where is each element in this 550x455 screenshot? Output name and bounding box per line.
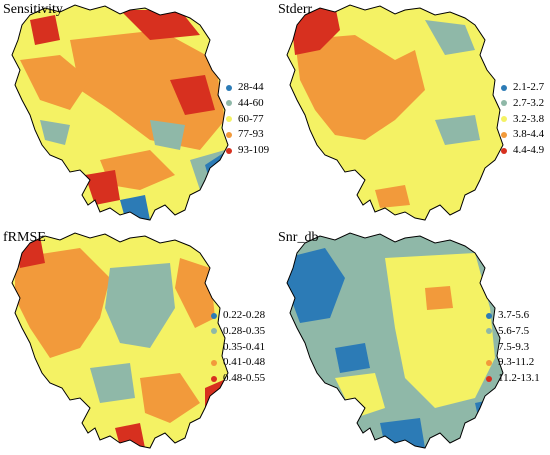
legend-item: 2.7-3.2 [500,96,544,112]
legend-item: 3.2-3.8 [500,112,544,128]
legend-swatch [501,147,507,154]
legend-item: 0.35-0.41 [210,340,265,356]
snr-db-map [286,232,504,449]
legend-label: 2.7-3.2 [513,96,545,109]
legend-label: 11.2-13.1 [498,372,540,385]
legend-swatch [486,328,492,335]
legend-label: 0.41-0.48 [223,356,266,369]
legend-item: 44-60 [225,96,269,112]
sensitivity-title: Sensitivity [3,2,63,17]
legend-swatch [211,359,217,366]
legend-swatch [501,131,507,138]
legend-label: 93-109 [238,144,270,157]
legend-swatch [486,344,492,351]
legend-item: 11.2-13.1 [485,371,540,387]
legend-swatch [211,312,217,319]
legend-item: 0.22-0.28 [210,308,265,324]
legend-label: 5.6-7.5 [498,324,530,337]
legend-swatch [501,100,507,107]
legend-item: 28-44 [225,80,269,96]
legend-label: 0.22-0.28 [223,309,266,321]
legend-item: 77-93 [225,127,269,143]
frmse-title: fRMSE [3,230,46,245]
legend-swatch [211,328,217,335]
legend-item: 7.5-9.3 [485,340,540,356]
sensitivity-legend: 28-44 44-60 60-77 77-93 93-109 [225,80,269,159]
legend-item: 3.8-4.4 [500,127,544,143]
legend-label: 28-44 [238,81,264,93]
snr-db-legend: 3.7-5.6 5.6-7.5 7.5-9.3 9.3-11.2 11.2-13… [485,308,540,387]
legend-label: 3.2-3.8 [513,112,545,125]
legend-item: 4.4-4.9 [500,143,544,159]
legend-label: 60-77 [238,112,264,125]
legend-label: 3.8-4.4 [513,128,545,141]
legend-swatch [501,116,507,123]
stderr-map [286,4,504,221]
stderr-title: Stderr [278,2,313,17]
legend-label: 0.48-0.55 [223,372,266,385]
legend-label: 77-93 [238,128,264,141]
sensitivity-map [11,4,229,221]
legend-swatch [226,84,232,91]
legend-label: 2.1-2.7 [513,81,545,93]
legend-swatch [211,375,217,382]
legend-label: 0.28-0.35 [223,324,266,337]
sensitivity-panel: Sensitivity 28-44 44-60 60-77 77-93 93-1… [0,0,275,227]
snr-db-panel: Snr_db 3.7-5.6 5.6-7.5 7.5-9.3 9.3-11.2 … [275,228,550,455]
legend-item: 0.28-0.35 [210,324,265,340]
legend-swatch [486,375,492,382]
stderr-panel: Stderr 2.1-2.7 2.7-3.2 3.2-3.8 3.8-4.4 4… [275,0,550,227]
legend-label: 0.35-0.41 [223,340,266,353]
stderr-legend: 2.1-2.7 2.7-3.2 3.2-3.8 3.8-4.4 4.4-4.9 [500,80,544,159]
legend-item: 9.3-11.2 [485,355,540,371]
frmse-legend: 0.22-0.28 0.28-0.35 0.35-0.41 0.41-0.48 … [210,308,265,387]
legend-swatch [486,359,492,366]
legend-item: 2.1-2.7 [500,80,544,96]
legend-swatch [501,84,507,91]
legend-swatch [486,312,492,319]
legend-item: 93-109 [225,143,269,159]
legend-swatch [226,116,232,123]
legend-item: 5.6-7.5 [485,324,540,340]
legend-label: 9.3-11.2 [498,356,535,369]
legend-swatch [226,100,232,107]
frmse-panel: fRMSE 0.22-0.28 0.28-0.35 0.35-0.41 0.41… [0,228,275,455]
legend-label: 7.5-9.3 [498,340,530,353]
legend-label: 4.4-4.9 [513,144,545,157]
legend-swatch [226,131,232,138]
legend-item: 0.41-0.48 [210,355,265,371]
legend-item: 3.7-5.6 [485,308,540,324]
legend-swatch [226,147,232,154]
legend-swatch [211,344,217,351]
snr-db-title: Snr_db [278,230,319,245]
legend-item: 60-77 [225,112,269,128]
legend-label: 3.7-5.6 [498,309,530,321]
legend-item: 0.48-0.55 [210,371,265,387]
frmse-map [11,232,229,449]
legend-label: 44-60 [238,96,264,109]
